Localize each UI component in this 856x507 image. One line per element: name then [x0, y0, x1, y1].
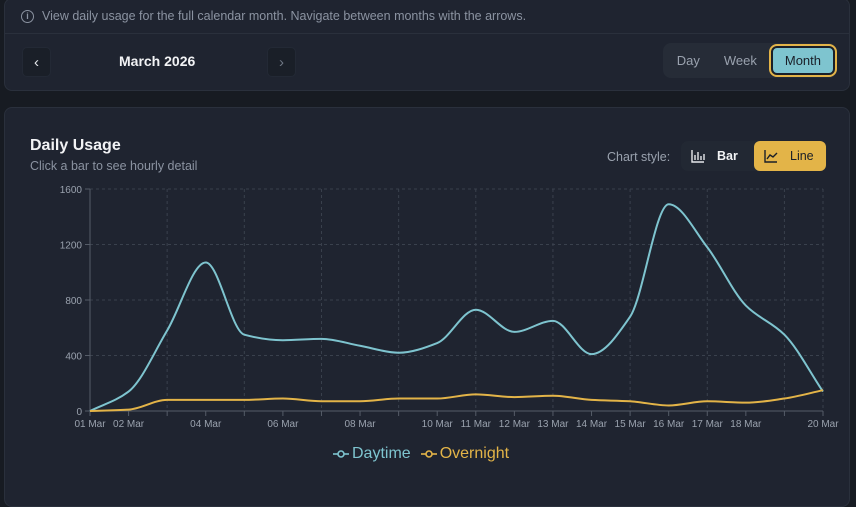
info-icon: i [21, 10, 34, 23]
legend-daytime-label: Daytime [352, 445, 411, 463]
series-line-overnight [90, 390, 823, 411]
chart-legend: Daytime Overnight [333, 445, 509, 463]
legend-daytime[interactable]: Daytime [333, 445, 411, 463]
info-text: View daily usage for the full calendar m… [42, 9, 526, 23]
chevron-left-icon: ‹ [34, 54, 39, 71]
x-tick-label: 15 Mar [615, 419, 647, 430]
x-tick-label: 16 Mar [653, 419, 685, 430]
y-tick-label: 0 [76, 407, 82, 418]
daytime-legend-icon [333, 449, 349, 459]
y-tick-label: 400 [65, 352, 82, 363]
y-tick-label: 1600 [60, 185, 83, 196]
x-tick-label: 13 Mar [537, 419, 569, 430]
range-tabs: Day Week Month [663, 43, 837, 78]
x-tick-label: 01 Mar [74, 419, 106, 430]
tab-week[interactable]: Week [712, 53, 769, 68]
x-tick-label: 08 Mar [344, 419, 376, 430]
series-line-daytime [90, 204, 823, 411]
x-tick-label: 06 Mar [267, 419, 299, 430]
x-tick-label: 11 Mar [461, 419, 492, 430]
x-tick-label: 14 Mar [576, 419, 608, 430]
month-label: March 2026 [119, 53, 195, 69]
x-tick-label: 02 Mar [113, 419, 145, 430]
x-tick-label: 12 Mar [499, 419, 531, 430]
daily-usage-chart[interactable]: 0 400 800 1200 1600 01 Mar 02 Mar 04 Mar 06 Mar 0… [5, 108, 851, 438]
y-tick-label: 1200 [60, 241, 83, 252]
daily-usage-card: Daily Usage Click a bar to see hourly de… [4, 107, 850, 507]
x-tick-label: 10 Mar [422, 419, 454, 430]
x-tick-label: 20 Mar [807, 419, 839, 430]
legend-overnight-label: Overnight [440, 445, 509, 463]
chevron-right-icon: › [279, 54, 284, 71]
tab-month[interactable]: Month [771, 46, 835, 75]
y-tick-label: 800 [65, 296, 82, 307]
x-tick-label: 17 Mar [692, 419, 724, 430]
month-navigation-panel: i View daily usage for the full calendar… [4, 0, 850, 91]
previous-month-button[interactable]: ‹ [22, 47, 51, 77]
tab-day[interactable]: Day [665, 53, 712, 68]
x-tick-label: 04 Mar [190, 419, 222, 430]
next-month-button[interactable]: › [267, 47, 296, 77]
overnight-legend-icon [421, 449, 437, 459]
x-tick-label: 18 Mar [730, 419, 762, 430]
info-banner: i View daily usage for the full calendar… [5, 0, 849, 34]
legend-overnight[interactable]: Overnight [421, 445, 509, 463]
